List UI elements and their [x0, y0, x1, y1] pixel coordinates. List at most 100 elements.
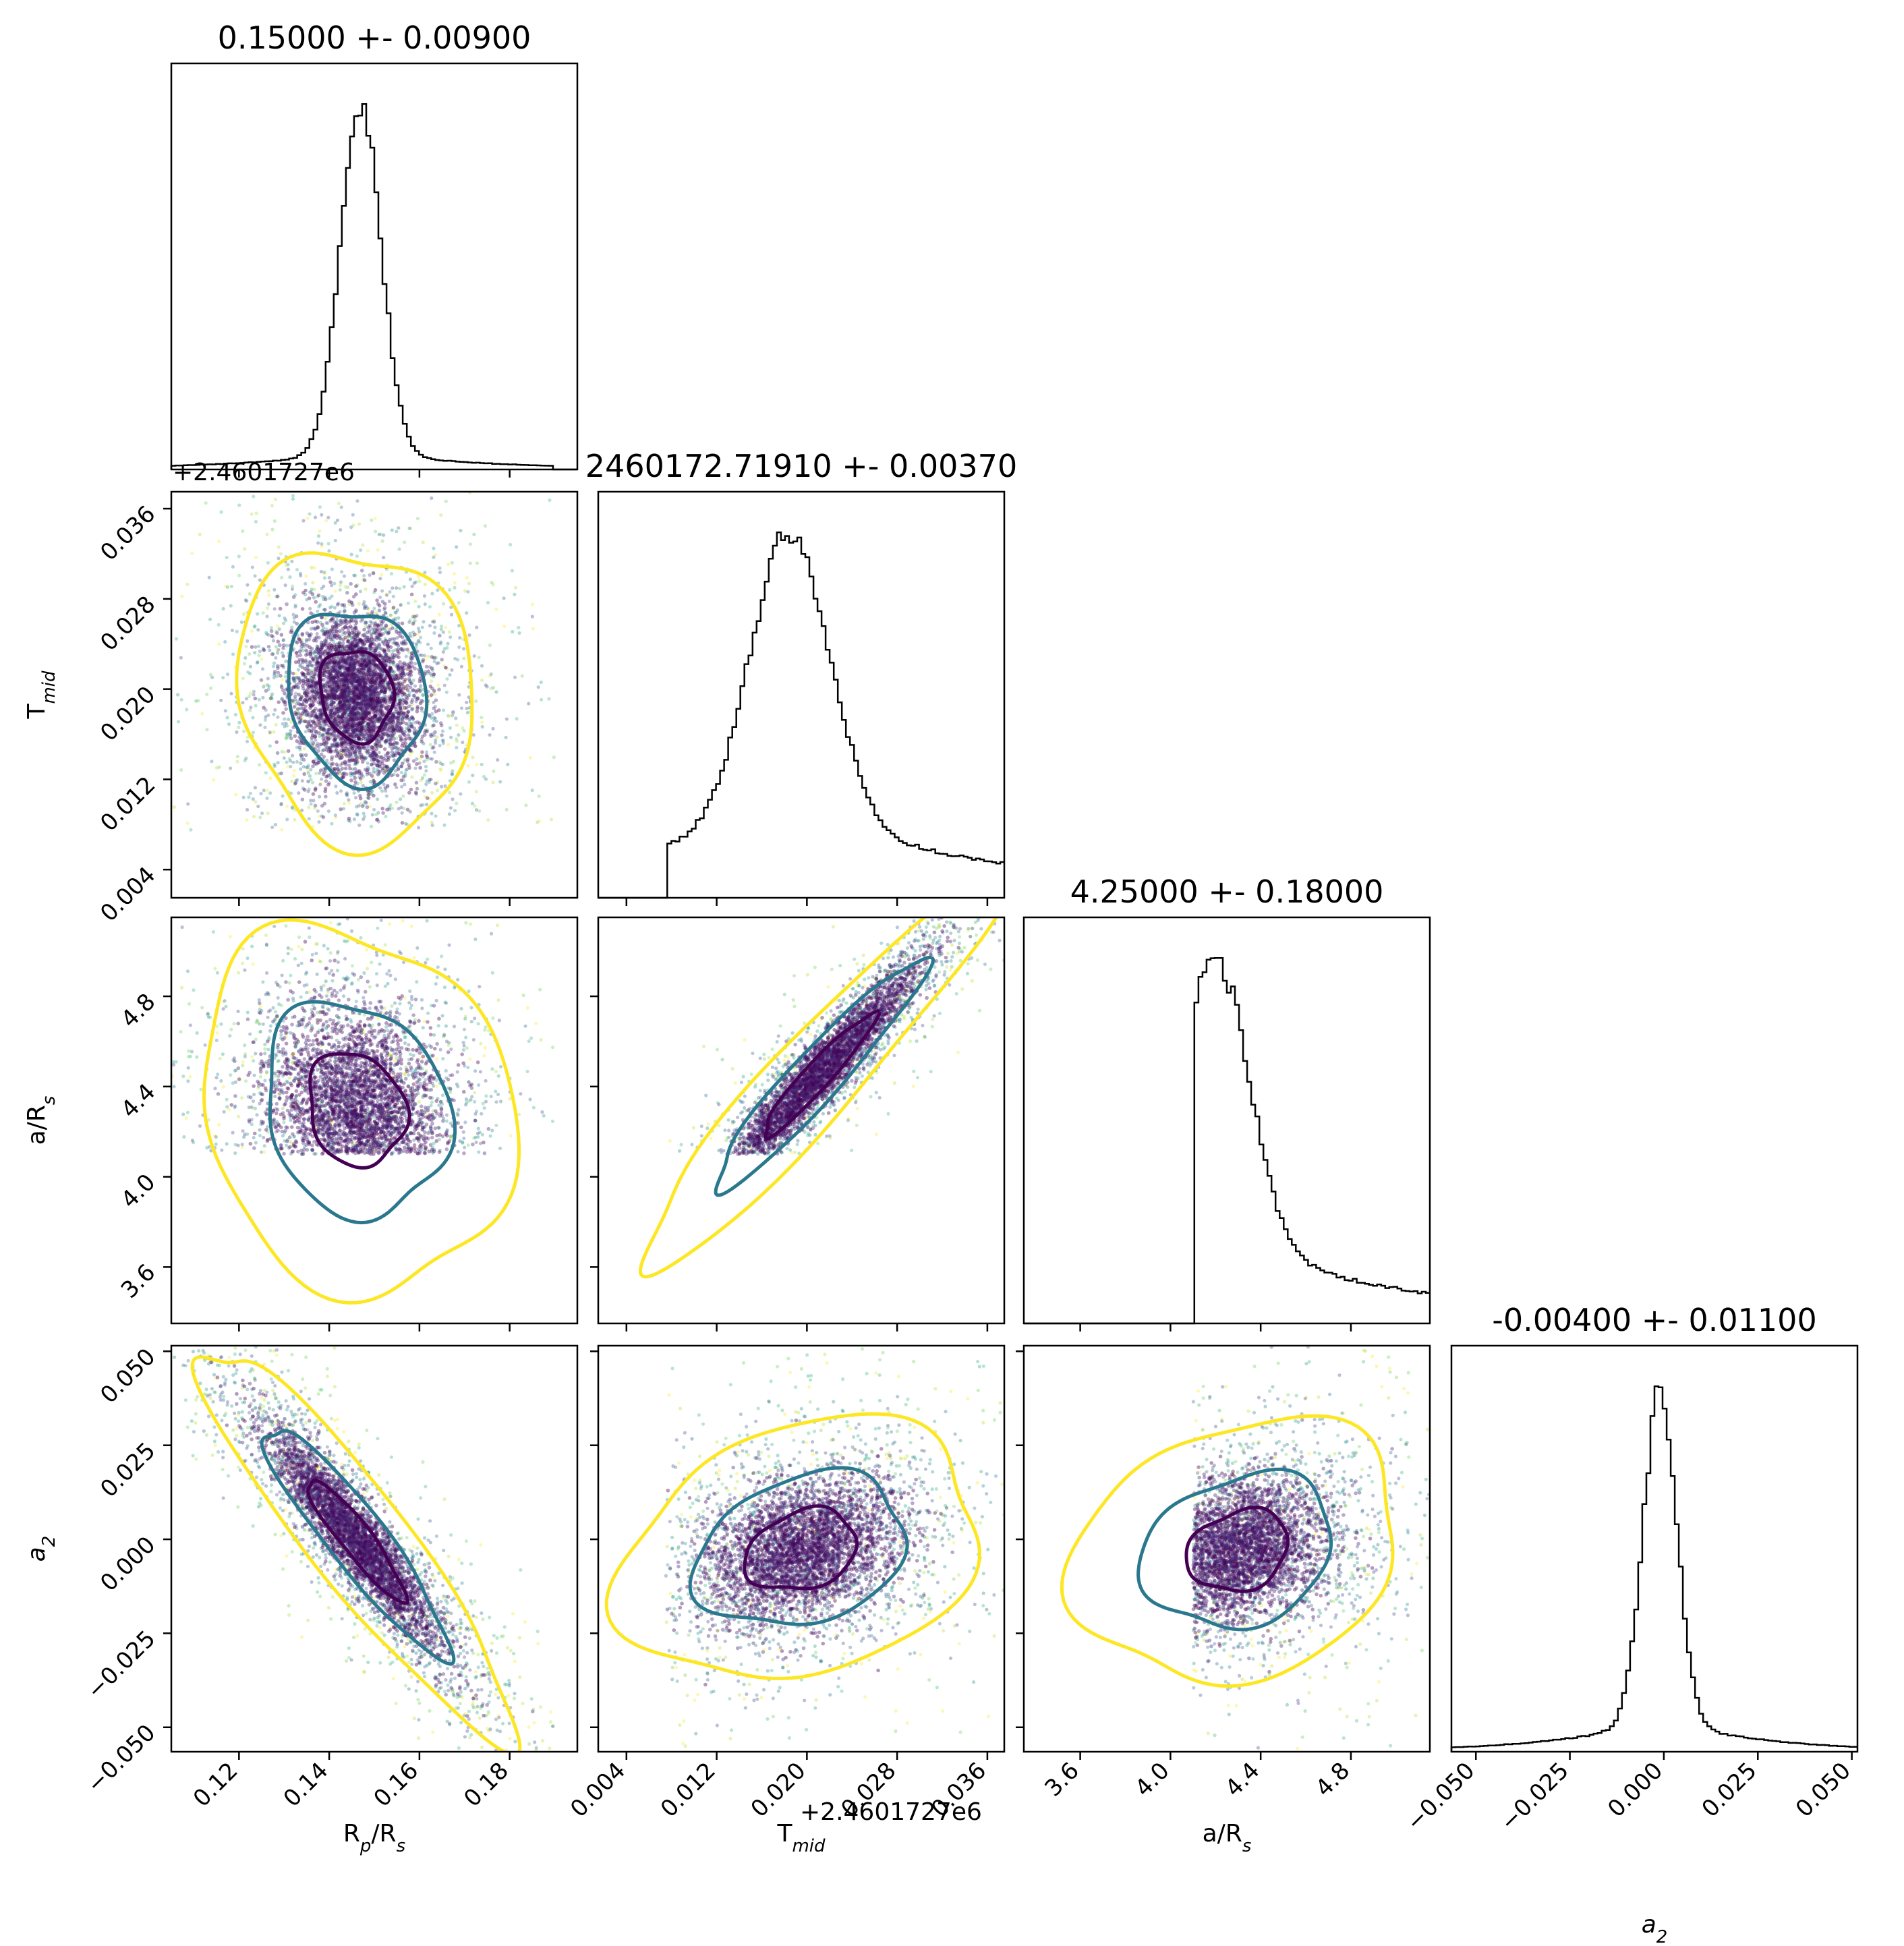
scatter-point — [409, 592, 414, 597]
scatter-point — [189, 828, 193, 832]
scatter-point — [285, 563, 289, 567]
scatter-point — [289, 729, 293, 733]
scatter-point — [372, 722, 376, 727]
scatter-point — [343, 662, 348, 666]
scatter-point — [355, 641, 359, 646]
scatter-point — [386, 719, 390, 724]
scatter-point — [295, 699, 299, 704]
scatter-point — [348, 703, 353, 708]
scatter-point — [329, 676, 334, 680]
scatter-point — [376, 623, 380, 627]
scatter-point — [322, 727, 326, 732]
scatter-point — [377, 760, 381, 764]
scatter-point — [269, 626, 273, 630]
scatter-point — [297, 678, 301, 682]
scatter-point — [294, 639, 298, 643]
scatter-point — [210, 675, 214, 679]
scatter-point — [379, 633, 383, 637]
scatter-point — [311, 720, 316, 724]
scatter-point — [549, 818, 554, 822]
scatter-point — [434, 760, 438, 764]
scatter-point — [244, 756, 248, 760]
scatter-point — [330, 646, 335, 650]
scatter-point — [401, 761, 405, 765]
scatter-point — [341, 706, 346, 710]
scatter-point — [301, 673, 305, 677]
scatter-point — [329, 693, 333, 698]
scatter-point — [313, 672, 317, 676]
scatter-point — [344, 658, 348, 662]
scatter-point — [491, 726, 495, 731]
scatter-point — [365, 770, 370, 775]
scatter-point — [375, 628, 379, 632]
scatter-point — [435, 662, 439, 666]
scatter-point — [353, 679, 357, 683]
scatter-point — [370, 660, 374, 664]
scatter-point — [347, 708, 351, 712]
scatter-point — [348, 624, 353, 629]
scatter-point — [445, 646, 449, 650]
scatter-point — [293, 679, 297, 683]
scatter-point — [374, 753, 378, 757]
scatter-point — [277, 545, 281, 549]
scatter-point — [339, 699, 343, 704]
scatter-point — [320, 646, 324, 650]
scatter-point — [320, 544, 324, 548]
scatter-point — [409, 660, 414, 665]
scatter-point — [300, 779, 304, 783]
scatter-point — [333, 675, 337, 680]
scatter-point — [325, 758, 329, 762]
scatter-point — [413, 619, 417, 623]
scatter-point — [264, 689, 268, 693]
scatter-point — [436, 588, 440, 592]
scatter-point — [299, 641, 304, 645]
scatter-point — [338, 699, 342, 703]
scatter-point — [432, 672, 436, 677]
scatter-point — [465, 575, 469, 580]
scatter-point — [313, 689, 318, 694]
scatter-point — [411, 688, 415, 692]
scatter-point — [306, 683, 310, 688]
scatter-point — [328, 736, 332, 741]
scatter-point — [370, 699, 375, 704]
scatter-point — [274, 656, 278, 660]
scatter-point — [395, 693, 400, 697]
scatter-point — [322, 668, 327, 672]
scatter-point — [353, 754, 358, 759]
scatter-point — [413, 743, 417, 748]
scatter-point — [393, 673, 397, 678]
scatter-point — [325, 649, 330, 653]
scatter-point — [384, 623, 388, 627]
scatter-point — [432, 718, 436, 722]
scatter-point — [307, 637, 311, 641]
scatter-point — [438, 566, 442, 570]
scatter-point — [312, 708, 316, 712]
scatter-point — [380, 704, 384, 708]
scatter-point — [270, 633, 274, 638]
scatter-point — [344, 681, 348, 685]
scatter-point — [362, 811, 366, 815]
scatter-point — [294, 709, 298, 714]
scatter-point — [231, 652, 235, 656]
scatter-point — [320, 628, 324, 633]
scatter-point — [345, 751, 349, 755]
scatter-point — [338, 665, 342, 669]
scatter-point — [316, 657, 320, 661]
scatter-point — [301, 702, 305, 707]
scatter-point — [241, 529, 245, 534]
scatter-point — [378, 666, 382, 670]
scatter-point — [342, 704, 347, 709]
scatter-point — [434, 719, 439, 724]
scatter-point — [395, 719, 400, 724]
scatter-point — [379, 677, 383, 682]
scatter-point — [337, 673, 341, 678]
scatter-point — [350, 669, 354, 673]
scatter-point — [284, 737, 288, 741]
scatter-point — [369, 704, 374, 708]
scatter-point — [379, 703, 383, 708]
scatter-point — [343, 696, 347, 700]
scatter-point — [391, 726, 395, 731]
scatter-point — [247, 795, 251, 799]
scatter-point — [439, 762, 443, 766]
scatter-point — [306, 766, 310, 770]
